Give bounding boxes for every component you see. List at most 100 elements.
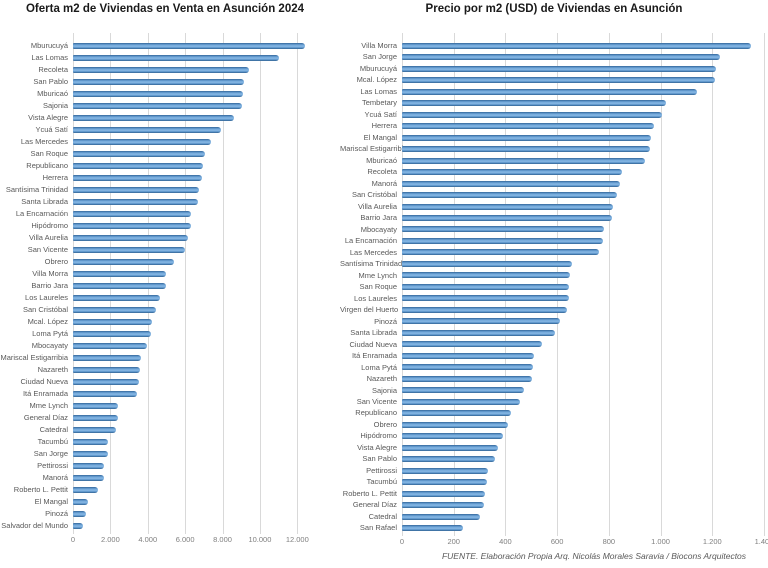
category-label: Hipódromo <box>360 431 397 441</box>
bar <box>73 259 175 265</box>
category-label: San Cristóbal <box>351 190 397 200</box>
bar <box>402 352 534 359</box>
category-label: El Mangal <box>34 497 68 507</box>
category-label: Obrero <box>373 419 397 429</box>
bar-track <box>402 120 764 131</box>
bar <box>402 433 503 440</box>
category-label: San Cristóbal <box>22 305 68 315</box>
bar-row: Villa Morra <box>340 40 764 51</box>
bar <box>402 306 567 313</box>
bar <box>402 169 623 176</box>
bar-row: Tacumbú <box>340 476 764 487</box>
bar-row: El Mangal <box>340 132 764 143</box>
category-label: Salvador del Mundo <box>1 521 68 531</box>
x-tick-label: 0 <box>399 537 405 546</box>
category-label: Mburucuyá <box>359 63 397 73</box>
bar-row: Nazareth <box>0 364 316 376</box>
bar <box>73 523 84 529</box>
category-label: Mbocayaty <box>360 224 397 234</box>
bar <box>73 271 166 277</box>
bar-track <box>73 424 316 436</box>
bar-row: Villa Aurelia <box>340 201 764 212</box>
bar-row: Mburicaó <box>340 155 764 166</box>
x-tick-label: 1.000 <box>651 537 670 546</box>
bar-row: Ciudad Nueva <box>340 339 764 350</box>
gridline <box>297 33 299 534</box>
category-label: Mburicaó <box>366 155 397 165</box>
category-label: Loma Pytá <box>32 329 68 339</box>
bar-track <box>402 258 764 269</box>
bar-track <box>402 86 764 97</box>
category-label: Las Mercedes <box>20 137 68 147</box>
bar-track <box>402 362 764 373</box>
bar-track <box>402 155 764 166</box>
bar <box>73 391 137 397</box>
bar-row: Loma Pytá <box>0 328 316 340</box>
bar-row: Tacumbú <box>0 436 316 448</box>
bar-row: Roberto L. Pettit <box>0 484 316 496</box>
bar-row: Vista Alegre <box>340 442 764 453</box>
bar <box>73 283 166 289</box>
bar-row: Villa Morra <box>0 268 316 280</box>
bar <box>73 307 157 313</box>
bar-track <box>73 112 316 124</box>
x-axis: 0 2.000 4.000 6.000 8.000 10.000 12.000 <box>71 535 316 547</box>
bar-rows: Mburucuyá Las Lomas Recoleta San Pablo Mburi… <box>0 40 316 532</box>
bar <box>73 403 119 409</box>
bar-row: San Vicente <box>340 396 764 407</box>
category-label: Pettirossi <box>366 465 397 475</box>
category-label: Villa Aurelia <box>357 201 397 211</box>
bar-track <box>402 143 764 154</box>
bar <box>73 79 245 85</box>
bar <box>402 54 721 61</box>
bar-track <box>73 280 316 292</box>
category-label: Recoleta <box>367 167 397 177</box>
bar-track <box>402 97 764 108</box>
bar <box>402 502 485 509</box>
category-label: Sajonia <box>371 385 397 395</box>
bar <box>402 295 569 302</box>
category-label: Las Lomas <box>360 86 397 96</box>
bar-row: Vista Alegre <box>0 112 316 124</box>
category-label: Nazareth <box>37 365 68 375</box>
bar <box>402 375 533 382</box>
bar <box>402 77 715 84</box>
category-label: Roberto L. Pettit <box>13 485 68 495</box>
chart-title: Precio por m2 (USD) de Viviendas en Asun… <box>425 3 683 15</box>
category-label: El Mangal <box>363 132 397 142</box>
bar <box>402 387 524 394</box>
bar-row: San Rafael <box>340 522 764 533</box>
bar-track <box>73 124 316 136</box>
bar-row: Pinozá <box>0 508 316 520</box>
bar <box>73 475 104 481</box>
bar-track <box>73 100 316 112</box>
bar-row: San Roque <box>0 148 316 160</box>
category-label: Virgen del Huerto <box>340 305 399 315</box>
category-label: San Jorge <box>362 52 397 62</box>
category-label: Tembetary <box>361 98 397 108</box>
category-label: Herrera <box>42 173 68 183</box>
category-label: Pinozá <box>45 509 68 519</box>
x-tick-label: 8.000 <box>213 535 232 544</box>
category-label: San Vicente <box>356 397 397 406</box>
category-label: Ycuá Satí <box>364 109 397 119</box>
bar-track <box>402 511 764 522</box>
bar-track <box>402 189 764 200</box>
bar <box>402 146 650 153</box>
x-tick-label: 1.400 <box>754 537 768 546</box>
bar-track <box>73 136 316 148</box>
bar-track <box>73 40 316 52</box>
bar-track <box>73 244 316 256</box>
bar <box>402 444 498 451</box>
bar <box>73 199 198 205</box>
bar <box>73 103 242 109</box>
bar-row: Mburicaó <box>0 88 316 100</box>
x-tick-label: 400 <box>499 537 512 546</box>
x-tick-label: 600 <box>550 537 564 546</box>
bar-track <box>73 448 316 460</box>
bar <box>402 88 697 95</box>
category-label: Villa Morra <box>361 40 397 50</box>
category-label: San Jorge <box>33 449 68 459</box>
category-label: San Vicente <box>27 245 68 255</box>
bar-track <box>402 316 764 327</box>
